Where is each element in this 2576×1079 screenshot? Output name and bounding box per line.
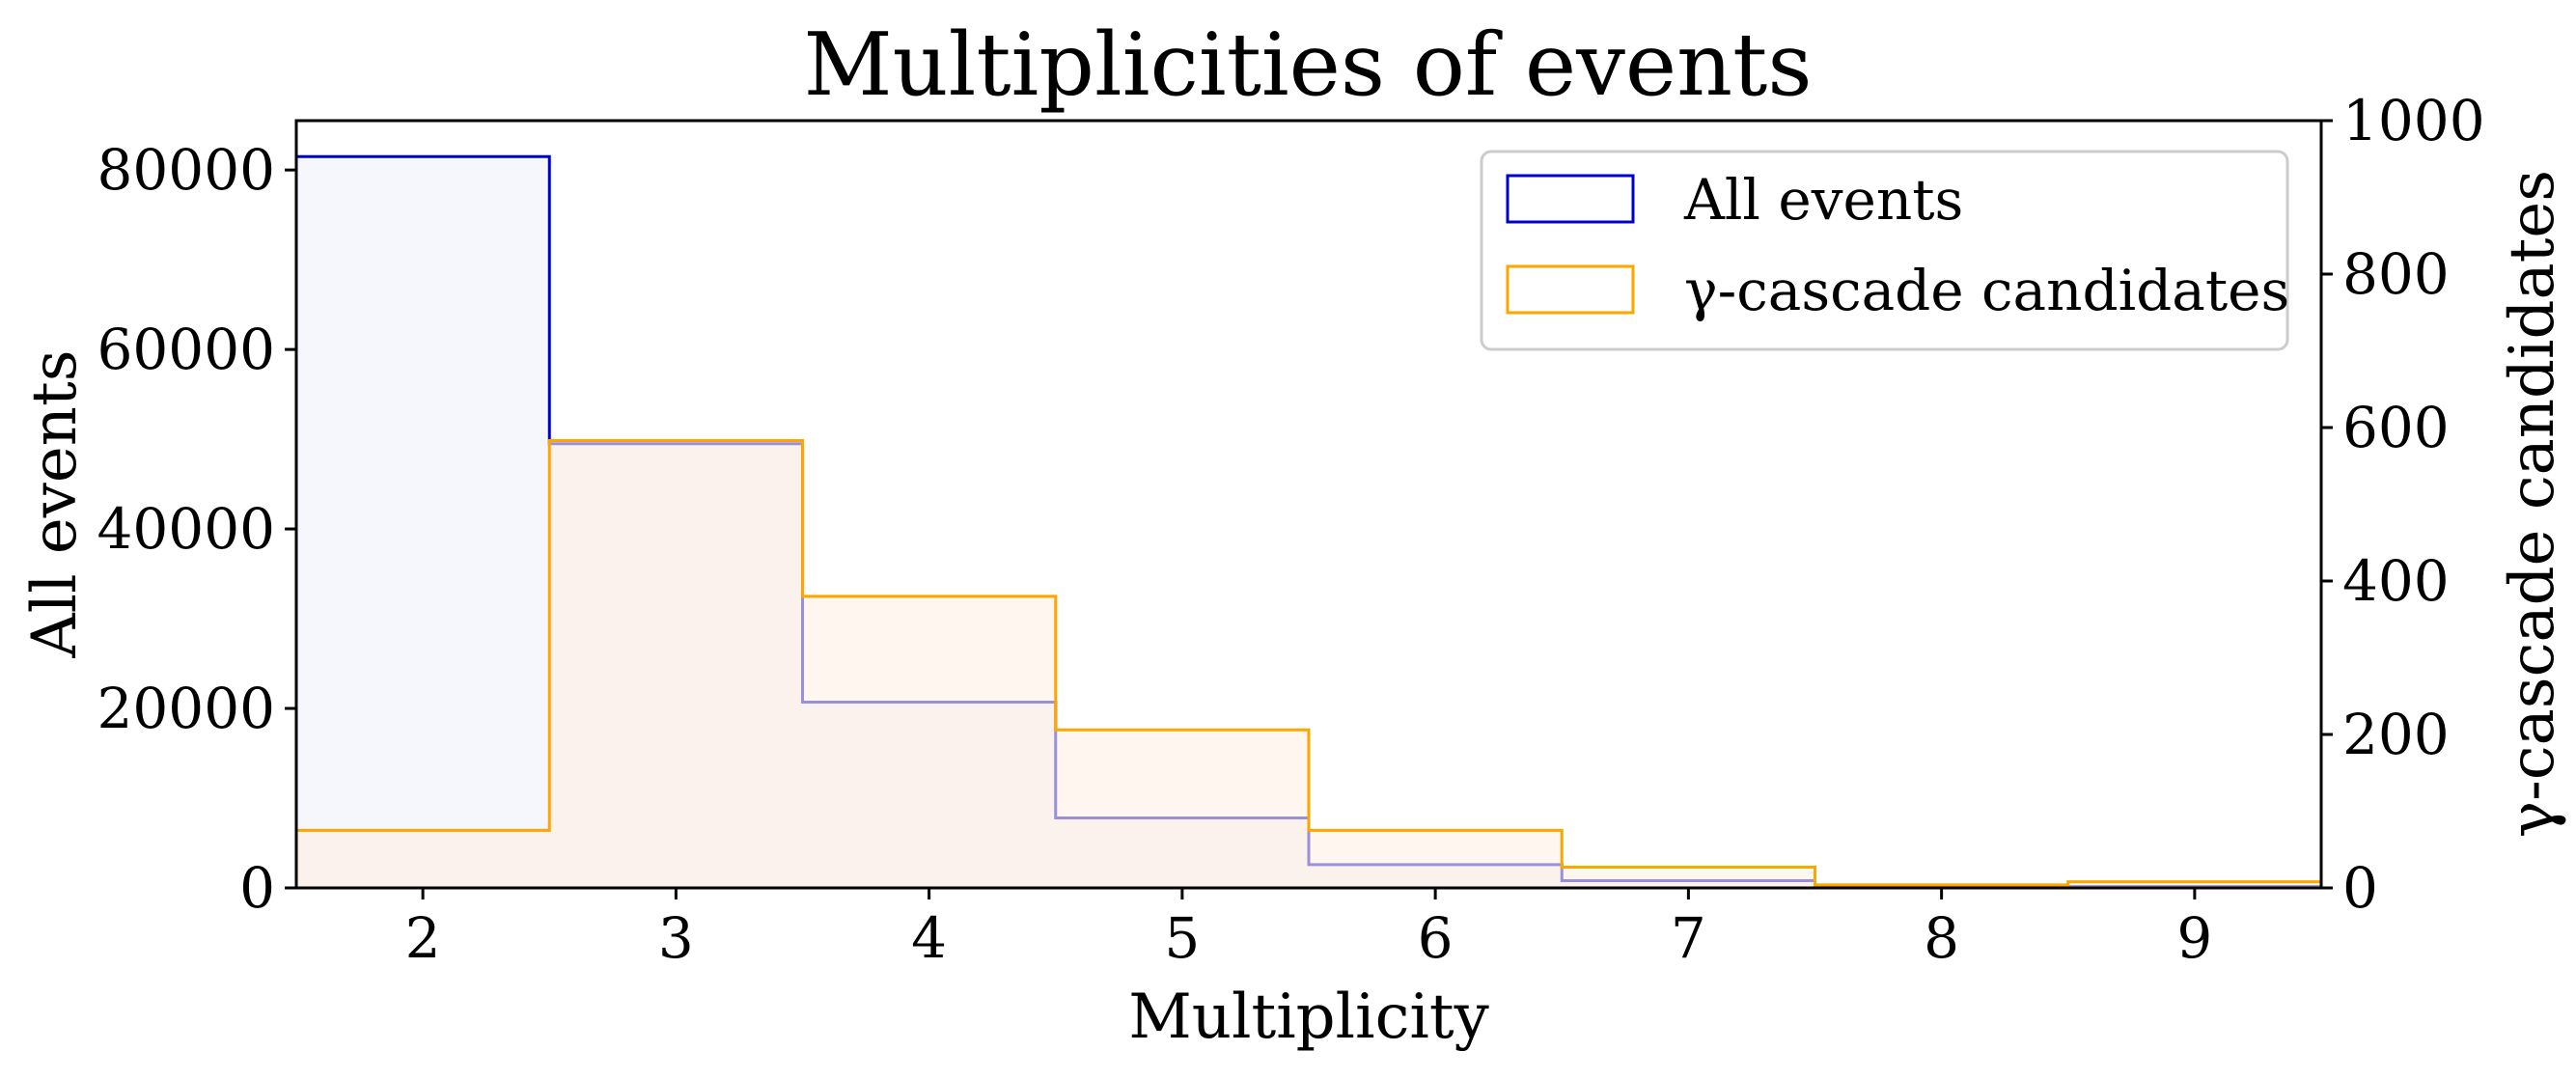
x-axis-ticks: 2 3 4 5 6 7 8 9: [405, 888, 2212, 971]
x-tick-label: 8: [1924, 905, 1959, 971]
y2-tick-label: 400: [2342, 548, 2450, 614]
y-tick-label: 20000: [97, 676, 275, 741]
y-axis-left-label: All events: [19, 349, 91, 658]
x-tick-label: 4: [911, 905, 947, 971]
legend-swatch-gamma-cascade: [1506, 264, 1635, 315]
x-tick-label: 7: [1671, 905, 1706, 971]
series-step-gamma-cascade: [294, 439, 2323, 888]
y-axis-right-label: γ-cascade candidates: [2497, 170, 2568, 838]
x-axis-label: Multiplicity: [1128, 982, 1489, 1053]
legend-swatch-all-events: [1506, 174, 1635, 224]
chart-title: Multiplicities of events: [803, 14, 1812, 116]
y-tick-label: 0: [239, 855, 275, 921]
x-tick-label: 5: [1164, 905, 1200, 971]
y-axis-left-ticks: 0 20000 40000 60000 80000: [97, 137, 296, 921]
legend-label-all-events: All events: [1683, 167, 1963, 233]
y2-tick-label: 600: [2342, 395, 2450, 460]
y2-tick-label: 0: [2342, 855, 2378, 921]
y2-tick-label: 1000: [2342, 88, 2485, 153]
y-tick-label: 60000: [97, 317, 275, 382]
x-tick-label: 6: [1418, 905, 1454, 971]
legend-frame: [1480, 150, 2289, 351]
series-layer: [294, 154, 2323, 889]
y2-tick-label: 800: [2342, 241, 2450, 307]
y2-tick-label: 200: [2342, 702, 2450, 767]
x-tick-label: 9: [2176, 905, 2212, 971]
legend-label-gamma-cascade: γ-cascade candidates: [1684, 258, 2289, 323]
x-tick-label: 3: [658, 905, 694, 971]
y-tick-label: 80000: [97, 137, 275, 203]
y-axis-right-ticks: 0 200 400 600 800 1000: [2321, 88, 2485, 921]
y-tick-label: 40000: [97, 496, 275, 562]
x-tick-label: 2: [405, 905, 441, 971]
plot-frame: [294, 119, 2323, 890]
legend: All events γ-cascade candidates: [1480, 150, 2289, 351]
